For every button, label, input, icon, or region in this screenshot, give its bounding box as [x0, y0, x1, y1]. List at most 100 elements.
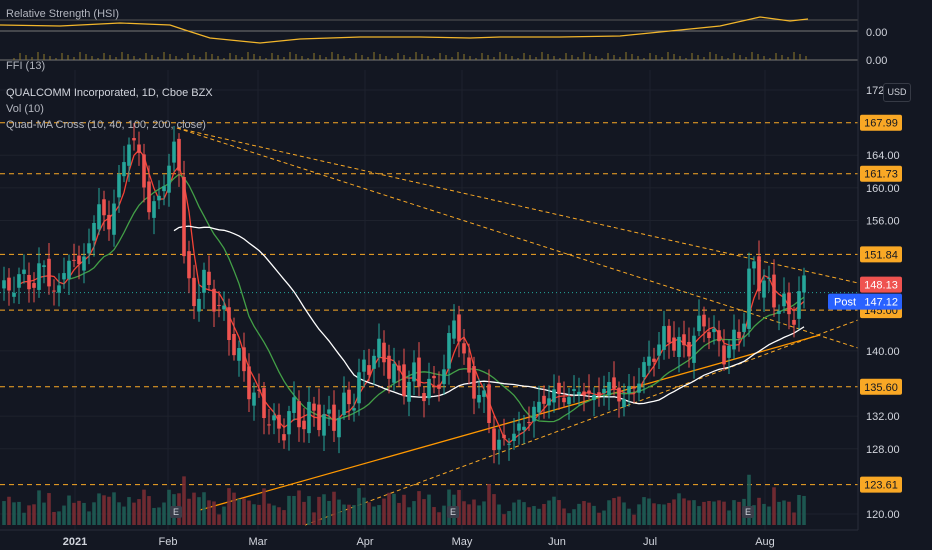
volume-bar — [567, 513, 571, 525]
candle-body — [752, 261, 756, 269]
earnings-icon: E — [742, 506, 754, 518]
volume-bar — [287, 495, 291, 525]
price-tick-label: 140.00 — [866, 346, 900, 358]
price-level-value: 135.60 — [864, 382, 898, 394]
candle-body — [402, 364, 406, 397]
candle-body — [247, 366, 251, 400]
volume-bar — [677, 493, 681, 525]
price-level-tag — [860, 378, 902, 395]
volume-bar — [472, 499, 476, 525]
volume-bar — [577, 503, 581, 525]
last-price-tag — [860, 276, 902, 293]
candle-body — [727, 345, 731, 358]
candle-body — [707, 332, 711, 339]
price-level-value: 151.84 — [864, 249, 898, 261]
volume-bar — [352, 505, 356, 525]
currency-button[interactable]: USD — [883, 83, 911, 102]
time-axis[interactable]: 2021 Feb Mar Apr May Jun Jul Aug — [0, 529, 858, 548]
volume-bar — [67, 495, 71, 525]
volume-bar — [72, 502, 76, 525]
volume-bar — [122, 506, 126, 525]
candle-body — [172, 141, 176, 163]
candle-body — [262, 388, 266, 419]
volume-bar — [492, 494, 496, 525]
candle-body — [782, 293, 786, 307]
candle-body — [582, 391, 586, 396]
price-level-tag — [860, 246, 902, 263]
indicator-quad-ma[interactable]: Quad-MA Cross (10, 40, 100, 200, close) — [6, 119, 206, 131]
volume-bar — [227, 488, 231, 525]
time-tick-label: Apr — [356, 536, 373, 548]
candle-body — [652, 358, 656, 362]
candle-body — [477, 394, 481, 403]
volume-bar — [797, 494, 801, 525]
candle-body — [622, 398, 626, 408]
volume-bar — [247, 500, 251, 525]
volume-bar — [232, 492, 236, 525]
candle-body — [332, 404, 336, 431]
candle-body — [232, 333, 236, 356]
volume-bar — [487, 484, 491, 525]
volume-bar — [607, 500, 611, 525]
price-tick-label: 160.00 — [866, 183, 900, 195]
price-level-value: 167.99 — [864, 118, 898, 130]
volume-bar — [307, 496, 311, 525]
volume-bar — [547, 500, 551, 525]
candle-body — [62, 273, 66, 280]
volume-bar — [622, 502, 626, 525]
price-tick-label: 164.00 — [866, 150, 900, 162]
candle-body — [567, 397, 571, 405]
candle-body — [487, 384, 491, 423]
volume-bar — [277, 507, 281, 525]
volume-bar — [422, 499, 426, 525]
candle-body — [197, 298, 201, 312]
candle-body — [437, 384, 441, 389]
volume-bar — [582, 501, 586, 525]
candle-body — [537, 401, 541, 413]
volume-bar — [267, 503, 271, 525]
volume-bar — [77, 500, 81, 525]
volume-bar — [522, 502, 526, 525]
price-tick-label: 120.00 — [866, 509, 900, 521]
volume-bar — [157, 507, 161, 525]
candle-body — [467, 357, 471, 373]
volume-bar — [432, 507, 436, 525]
volume-bar — [767, 506, 771, 525]
volume-bar — [202, 492, 206, 525]
candle-body — [137, 144, 141, 153]
volume-bar — [692, 500, 696, 525]
candle-body — [757, 256, 761, 292]
candle-body — [2, 280, 6, 289]
candle-body — [422, 393, 426, 402]
candle-body — [677, 336, 681, 357]
candle-body — [182, 176, 186, 257]
candle-body — [767, 277, 771, 279]
volume-bar — [717, 500, 721, 525]
candle-body — [282, 434, 286, 441]
candle-body — [792, 319, 796, 325]
candle-body — [162, 186, 166, 192]
candle-body — [397, 365, 401, 371]
candle-body — [597, 392, 601, 397]
candle-body — [602, 388, 606, 394]
volume-bar — [507, 511, 511, 525]
candle-body — [27, 274, 31, 290]
candle-body — [157, 195, 161, 201]
time-tick-label: Mar — [249, 536, 268, 548]
candle-body — [547, 398, 551, 406]
candle-body — [517, 423, 521, 431]
candle-body — [562, 397, 566, 403]
volume-bar — [342, 504, 346, 525]
candle-body — [762, 280, 766, 298]
candle-body — [227, 307, 231, 341]
volume-bar — [212, 501, 216, 525]
volume-bar — [757, 497, 761, 525]
indicator-volume[interactable]: Vol (10) — [6, 103, 44, 115]
post-market-value: 147.12 — [864, 297, 898, 309]
volume-bar — [12, 502, 16, 525]
price-level-tag — [860, 476, 902, 493]
last-price-value: 148.13 — [864, 280, 898, 292]
price-axis[interactable]: 0.00 0.00 172.00164.00160.00156.00140.00… — [828, 0, 902, 530]
candle-body — [482, 390, 486, 397]
